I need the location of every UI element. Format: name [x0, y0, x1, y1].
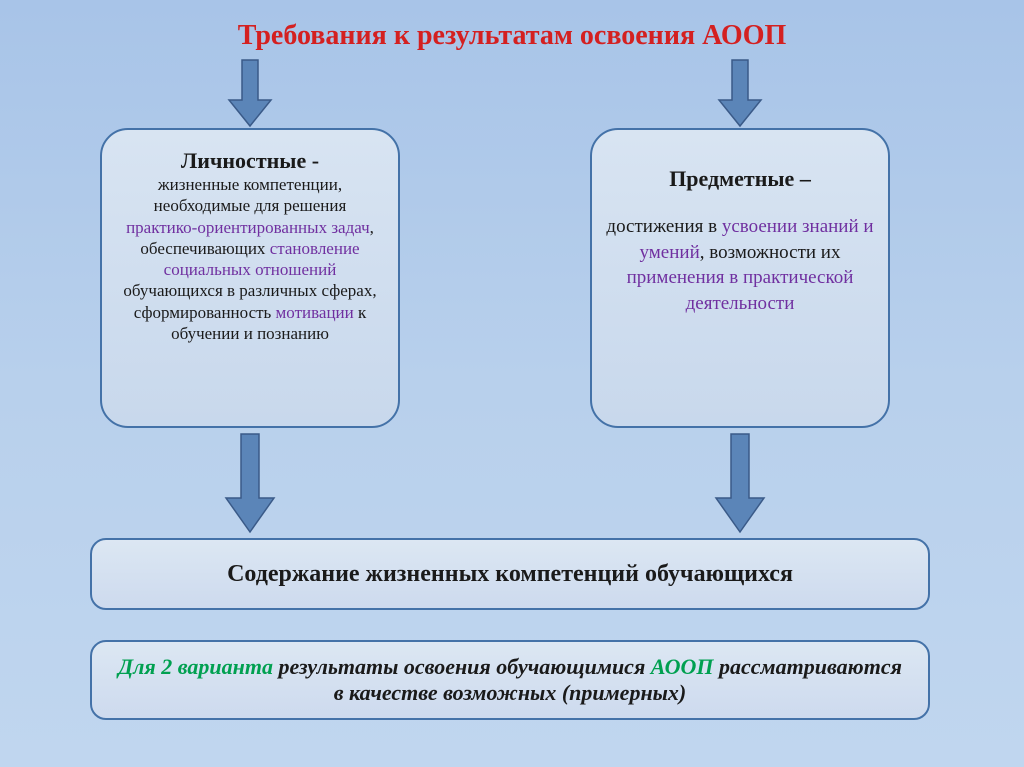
box-personal-body: жизненные компетенции, необходимые для р…	[116, 174, 384, 344]
box-competencies-text: Содержание жизненных компетенций обучающ…	[227, 561, 793, 588]
text: достижения в	[606, 216, 721, 237]
box-subject: Предметные – достижения в усвоении знани…	[590, 128, 890, 428]
arrow-title-to-right	[715, 58, 765, 128]
text-green: АООП	[651, 654, 714, 679]
arrow-right-to-bottom	[712, 432, 768, 534]
box-variant-note: Для 2 варианта результаты освоения обуча…	[90, 640, 930, 720]
text: жизненные компетенции, необходимые для р…	[154, 175, 347, 215]
box-subject-body: достижения в усвоении знаний и умений, в…	[606, 214, 874, 317]
arrow-left-to-bottom	[222, 432, 278, 534]
box-subject-title: Предметные –	[606, 166, 874, 192]
page-title: Требования к результатам освоения АООП	[0, 20, 1024, 52]
text-purple: применения в практической деятельности	[627, 267, 854, 314]
text: результаты освоения обучающимися	[273, 654, 651, 679]
text-purple: практико-ориентированных задач	[126, 218, 370, 237]
box-personal-title: Личностные -	[116, 148, 384, 174]
text-purple: мотивации	[276, 303, 354, 322]
box-personal: Личностные - жизненные компетенции, необ…	[100, 128, 400, 428]
box-variant-note-text: Для 2 варианта результаты освоения обуча…	[112, 654, 908, 706]
arrow-title-to-left	[225, 58, 275, 128]
text-green: Для 2 варианта	[118, 654, 273, 679]
box-competencies: Содержание жизненных компетенций обучающ…	[90, 538, 930, 610]
text: , возможности их	[700, 242, 841, 263]
